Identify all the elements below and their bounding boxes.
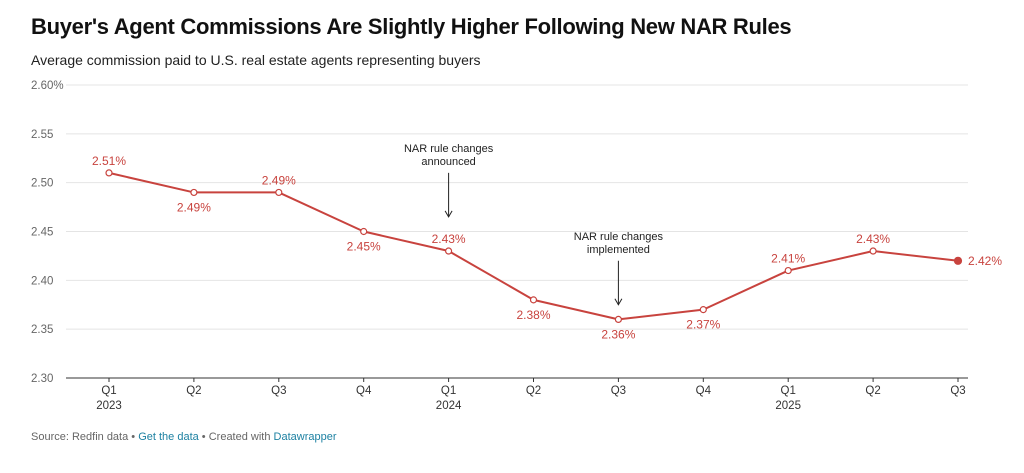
x-tick-year-label: 2023 xyxy=(96,400,122,412)
gridlines xyxy=(66,84,968,379)
x-tick-label: Q1 xyxy=(101,385,116,397)
data-label: 2.41% xyxy=(771,252,805,266)
data-label: 2.43% xyxy=(432,232,466,246)
x-tick-label: Q1 xyxy=(441,385,456,397)
y-tick-label: 2.50 xyxy=(31,178,53,190)
footer-separator-2: • Created with xyxy=(198,431,274,443)
y-tick-label: 2.35 xyxy=(31,324,53,336)
x-tick-label: Q2 xyxy=(865,385,880,397)
data-label: 2.43% xyxy=(856,232,890,246)
data-points xyxy=(105,169,963,323)
chart-subtitle: Average commission paid to U.S. real est… xyxy=(31,52,481,68)
y-axis-ticks: 2.60% 2.55 2.50 2.45 2.40 2.35 2.30 xyxy=(31,80,64,385)
x-tick-label: Q1 xyxy=(781,385,796,397)
annotation-text: announced xyxy=(421,156,475,168)
x-axis-ticks: Q1 2023 Q2 Q3 Q4 Q1 2024 Q2 Q3 Q4 Q1 2025 Q2 Q3 xyxy=(96,378,966,412)
chart-title: Buyer's Agent Commissions Are Slightly H… xyxy=(31,14,792,39)
footer-separator: • xyxy=(128,431,139,443)
annotation-text: implemented xyxy=(587,244,650,256)
y-tick-label: 2.45 xyxy=(31,227,53,239)
y-tick-label: 2.40 xyxy=(31,275,53,287)
data-point xyxy=(190,188,198,197)
x-tick-year-label: 2025 xyxy=(775,400,801,412)
x-tick-label: Q2 xyxy=(526,385,541,397)
data-label: 2.37% xyxy=(686,318,720,332)
data-point xyxy=(699,306,707,314)
data-label: 2.51% xyxy=(92,154,126,168)
annotation-text: NAR rule changes xyxy=(574,231,664,243)
annotation-arrowhead xyxy=(444,210,453,218)
x-tick-label: Q3 xyxy=(950,385,965,397)
x-tick-label: Q4 xyxy=(356,385,372,397)
source-note: Source: Redfin data xyxy=(31,431,129,443)
data-point xyxy=(529,296,538,304)
data-label: 2.45% xyxy=(347,240,381,254)
data-point xyxy=(445,247,453,255)
y-tick-label: 2.55 xyxy=(31,129,53,141)
data-label: 2.42% xyxy=(968,254,1002,268)
x-tick-label: Q3 xyxy=(271,385,286,397)
data-labels: 2.51% 2.49% 2.49% 2.45% 2.43% 2.38% 2.36% 2.37%… xyxy=(92,154,1002,342)
y-tick-label: 2.30 xyxy=(31,373,53,385)
x-tick-label: Q2 xyxy=(186,385,201,397)
footer: Source: Redfin data • Get the data • Cre… xyxy=(31,431,337,443)
data-point xyxy=(869,247,877,255)
data-label: 2.36% xyxy=(601,327,635,341)
data-label: 2.49% xyxy=(177,200,211,214)
x-tick-label: Q3 xyxy=(611,385,626,397)
data-point xyxy=(614,315,623,323)
data-point xyxy=(784,266,792,275)
data-point xyxy=(275,188,283,197)
annotation-arrowhead xyxy=(614,298,623,306)
datawrapper-link[interactable]: Datawrapper xyxy=(273,431,337,443)
x-tick-year-label: 2024 xyxy=(436,400,462,412)
x-tick-label: Q4 xyxy=(696,385,712,397)
get-the-data-link[interactable]: Get the data xyxy=(138,431,199,443)
data-label: 2.38% xyxy=(516,308,550,322)
annotation-text: NAR rule changes xyxy=(404,143,494,155)
data-point xyxy=(360,227,368,236)
data-point xyxy=(953,256,963,265)
data-point xyxy=(105,169,113,177)
y-tick-label: 2.60% xyxy=(31,80,64,92)
data-label: 2.49% xyxy=(262,173,296,187)
